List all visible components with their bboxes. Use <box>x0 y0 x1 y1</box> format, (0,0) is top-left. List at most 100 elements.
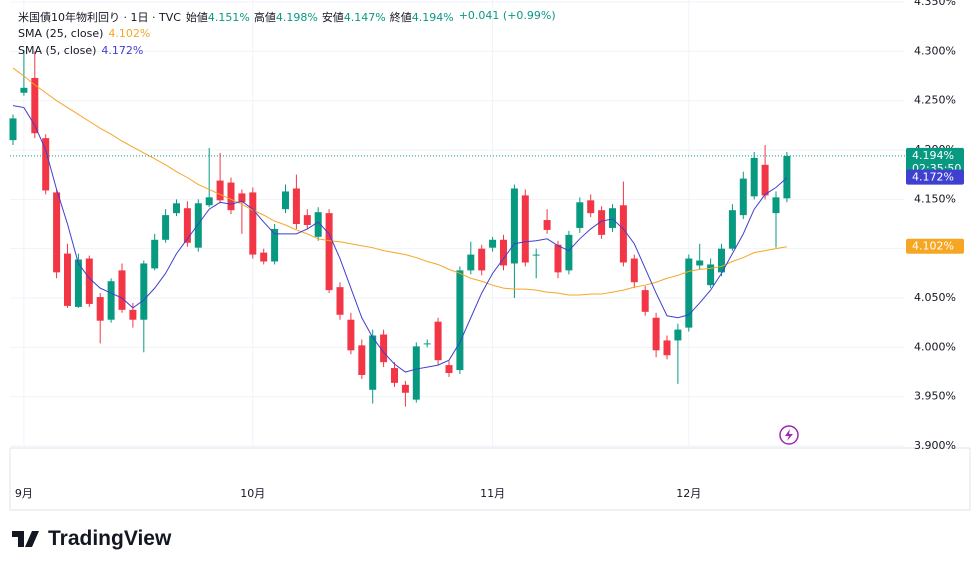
marks <box>9 50 905 407</box>
y-tick-label: 4.000% <box>914 340 956 353</box>
ohlc-label: 高値 <box>253 11 276 24</box>
sma-value: 4.102% <box>108 27 151 40</box>
candle-body <box>173 203 180 214</box>
candle-body <box>205 197 213 206</box>
candle-body <box>576 202 584 228</box>
sma-value: 4.172% <box>101 44 144 57</box>
candle-body <box>543 220 551 230</box>
candle-body <box>609 208 616 228</box>
candle-body <box>401 384 409 393</box>
candle-body <box>467 254 475 271</box>
y-tick-label: 4.150% <box>914 192 956 205</box>
sma-line <box>12 67 787 296</box>
ohlc-label: 終値 <box>389 11 412 24</box>
event-icon[interactable] <box>779 425 799 445</box>
candle-body <box>183 208 191 243</box>
brand: TradingView <box>12 527 171 551</box>
ohlc-value: 4.151% <box>207 11 250 24</box>
ohlc-value: 4.194% <box>411 11 454 24</box>
price-label-box <box>906 147 964 176</box>
candle-body <box>194 203 202 248</box>
x-tick-label: 12月 <box>676 487 701 500</box>
y-tick-label: 4.350% <box>914 0 956 8</box>
candle-body <box>96 297 104 321</box>
candle-body <box>554 244 562 273</box>
candle-body <box>652 317 660 351</box>
candle-body <box>369 335 377 390</box>
candle-body <box>347 319 355 351</box>
candle-body <box>630 258 638 283</box>
candle-body <box>227 182 235 211</box>
price-label: 4.102% <box>912 240 954 253</box>
candle-body <box>739 178 747 216</box>
candle-body <box>434 321 442 361</box>
y-tick-label: 3.950% <box>914 390 956 403</box>
title: 米国債10年物利回り · 1日 · TVC <box>18 11 181 24</box>
candle-body <box>282 191 289 210</box>
brand-icon <box>12 531 39 547</box>
candle-body <box>238 193 246 203</box>
sma-name: SMA (25, close) <box>18 27 104 40</box>
y-tick-label: 4.300% <box>914 44 956 57</box>
candle-body <box>728 210 736 249</box>
candle-body <box>412 346 420 400</box>
grid <box>10 0 905 448</box>
candle-body <box>9 118 17 141</box>
event-icon-bolt <box>785 429 793 441</box>
y-tick-label: 4.050% <box>914 291 956 304</box>
candle-body <box>750 157 758 197</box>
x-tick-label: 10月 <box>240 487 265 500</box>
candle-body <box>587 200 595 214</box>
ohlc-item: 始値4.151% <box>186 9 250 25</box>
candle-body <box>510 188 518 264</box>
candle-body <box>358 345 366 375</box>
ohlc-label: 安値 <box>321 11 344 24</box>
candle-body <box>303 215 311 225</box>
sma-line <box>12 105 788 373</box>
x-tick-label: 9月 <box>15 487 33 500</box>
candle-body <box>151 239 159 269</box>
candle-body <box>249 192 257 255</box>
header: 米国債10年物利回り · 1日 · TVC 始値4.151% 高値4.198% 安値… <box>18 9 556 25</box>
price-label: 4.194% <box>912 149 954 162</box>
change: +0.041 (+0.99%) <box>458 9 556 22</box>
candle-body <box>619 205 627 263</box>
candle-body <box>325 213 333 291</box>
candle-body <box>31 77 39 134</box>
candle-body <box>696 260 704 266</box>
candle-body <box>532 254 540 256</box>
candle-body <box>292 188 300 224</box>
candle-body <box>772 197 780 214</box>
y-tick-label: 4.250% <box>914 94 956 107</box>
price-label-box <box>906 169 964 185</box>
sma-legend: SMA (5, close) 4.172% <box>18 44 143 57</box>
sma-legend: SMA (25, close) 4.102% <box>18 27 150 40</box>
candle-body <box>53 192 61 273</box>
brand-name: TradingView <box>48 527 172 550</box>
candle-body <box>478 248 486 271</box>
candle-body <box>456 270 464 371</box>
candle-body <box>423 343 431 345</box>
candle-body <box>271 228 279 262</box>
candle-body <box>489 239 497 248</box>
labels: 3.900%3.950%4.000%4.050%4.100%4.150%4.20… <box>15 0 964 500</box>
candle-body <box>391 368 398 383</box>
ohlc-item: 終値4.194% <box>390 9 454 25</box>
candle-body <box>641 290 649 312</box>
ohlc-value: 4.147% <box>343 11 386 24</box>
candle-body <box>783 155 791 199</box>
candle-body <box>314 212 322 237</box>
candle-body <box>162 215 170 240</box>
sma-name: SMA (5, close) <box>18 44 97 57</box>
candle-body <box>380 334 388 363</box>
ohlc-label: 始値 <box>185 11 208 24</box>
x-tick-label: 11月 <box>480 487 505 500</box>
candle-body <box>565 234 573 271</box>
candle-body <box>20 87 28 93</box>
candle-body <box>598 210 606 235</box>
candle-body <box>140 263 148 320</box>
candle-body <box>336 287 344 315</box>
candle-body <box>216 180 224 201</box>
